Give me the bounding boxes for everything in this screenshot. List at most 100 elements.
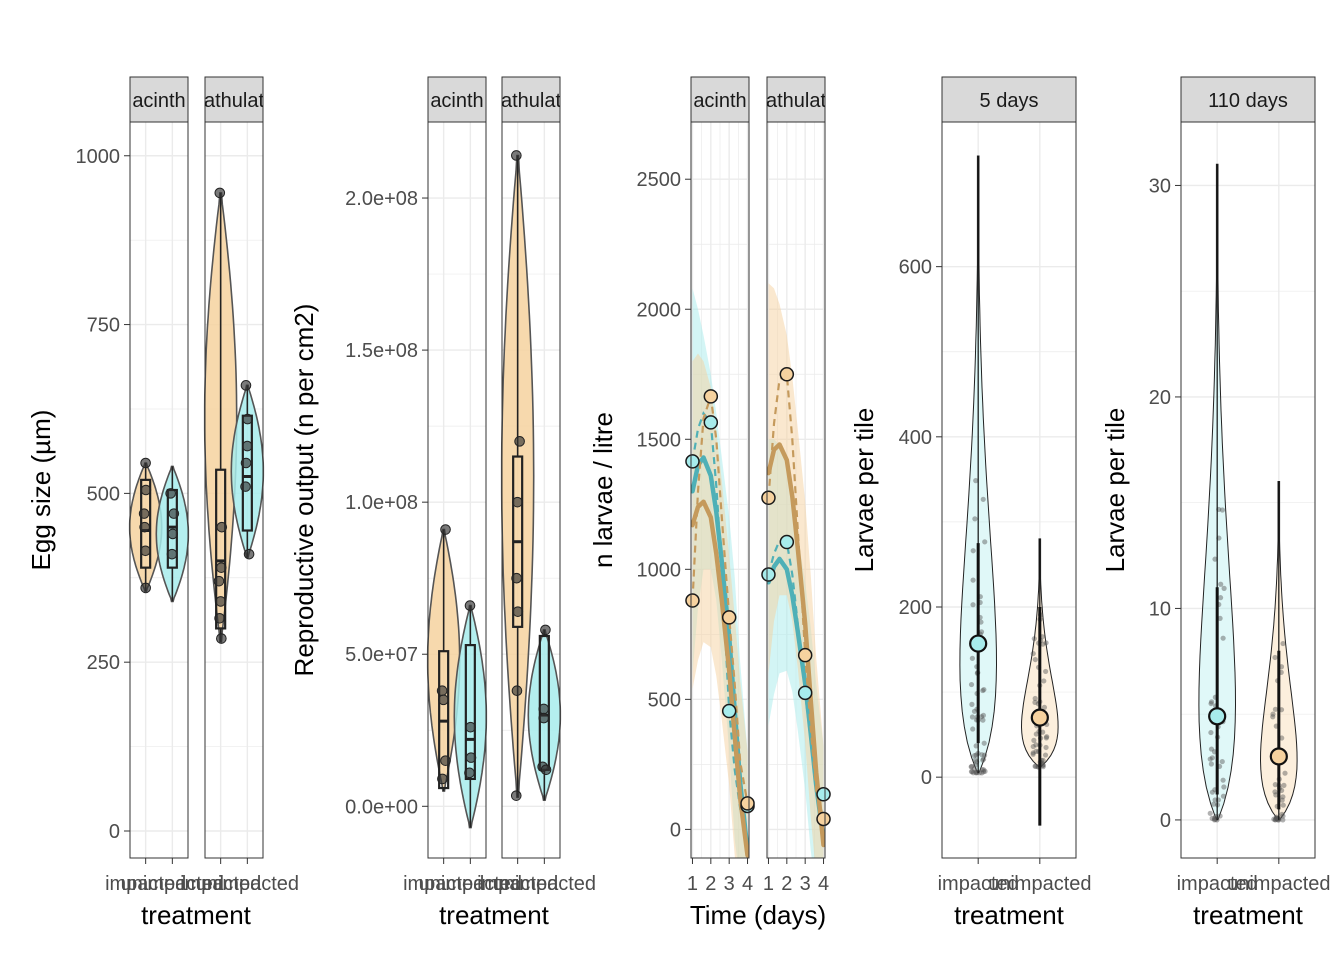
- tile110-jitter: [1208, 699, 1215, 705]
- larvae-ytick-label: 1500: [637, 429, 682, 451]
- repro-point: [465, 752, 477, 763]
- larvae-xtick-label: 1: [687, 873, 698, 895]
- larvae-point: [721, 703, 737, 719]
- larvae-f1-strip-label: athulat: [766, 90, 826, 112]
- tile5-jitter: [969, 714, 976, 720]
- larvae-point: [703, 389, 719, 404]
- larvae-f0-strip-label: acinth: [693, 90, 746, 112]
- tile110-jitter: [1221, 585, 1227, 591]
- larvae-point: [761, 567, 776, 582]
- tile110-jitter: [1208, 746, 1215, 752]
- tile5-jitter: [1030, 751, 1036, 757]
- tile110-jitter: [1280, 640, 1286, 647]
- tile110-jitter: [1210, 801, 1217, 807]
- egg-point: [213, 575, 225, 587]
- egg-f0-frame: [129, 121, 189, 859]
- tile5-jitter: [1033, 742, 1039, 748]
- tile5-jitter: [968, 764, 974, 770]
- tile5-jitter: [1030, 650, 1036, 657]
- tile5-jitter: [1040, 762, 1046, 768]
- larvae-point: [761, 490, 776, 506]
- tile110-frame: [1180, 121, 1316, 859]
- repro-f1-xtick-label: unimpacted: [493, 873, 596, 895]
- larvae-smooth-line: [691, 499, 749, 858]
- tile5-jitter: [981, 752, 988, 758]
- tile110-jitter: [1281, 782, 1287, 788]
- tile110-jitter: [1279, 811, 1285, 817]
- tile110-jitter: [1207, 756, 1213, 762]
- larvae-point: [740, 796, 755, 811]
- egg-point: [140, 582, 151, 594]
- tile5-jitter: [1031, 636, 1037, 642]
- egg-point: [140, 457, 151, 469]
- tile5-jitter: [980, 496, 986, 502]
- tile110-jitter: [1271, 816, 1277, 822]
- tile5-jitter: [969, 763, 975, 770]
- repro-f1-strip-label: athulat: [501, 90, 561, 112]
- tile5-jitter: [979, 766, 985, 773]
- egg-ytick-label: 0: [109, 821, 120, 843]
- larvae-ytick-label: 1000: [637, 559, 682, 581]
- tile5-jitter: [969, 701, 975, 707]
- tile110-jitter: [1211, 815, 1218, 821]
- tile5-jitter: [1043, 640, 1049, 646]
- egg-f1-strip: [204, 76, 264, 123]
- repro-xlabel: treatment: [439, 900, 550, 930]
- tile5-jitter: [1030, 750, 1036, 756]
- repro-ytick-label: 5.0e+07: [345, 644, 418, 666]
- tile5-jitter: [968, 769, 975, 775]
- tile110-ytick-label: 20: [1149, 387, 1171, 409]
- tile5-jitter: [980, 757, 986, 763]
- tile5-jitter: [1031, 737, 1037, 743]
- egg-f1-xtick-label: unimpacted: [196, 873, 299, 895]
- tile110-ytick-label: 30: [1149, 175, 1171, 197]
- tile110-jitter: [1280, 813, 1286, 819]
- egg-point: [243, 548, 255, 560]
- tile5-jitter: [1040, 729, 1046, 735]
- tile110-jitter: [1220, 793, 1227, 799]
- tile5-ytick-label: 200: [899, 597, 932, 619]
- egg-ytick-label: 750: [87, 315, 120, 337]
- repro-ylabel: Reproductive output (n per cm2): [289, 304, 319, 677]
- egg-point: [140, 484, 152, 496]
- tile110-jitter: [1279, 797, 1285, 803]
- tile110-jitter: [1272, 654, 1278, 661]
- tile110-jitter: [1272, 782, 1278, 788]
- larvae-point: [779, 367, 795, 382]
- repro-point: [464, 600, 476, 611]
- tile5-jitter: [980, 717, 986, 723]
- tile5-ytick-label: 0: [921, 767, 932, 789]
- tile110-jitter: [1217, 615, 1223, 621]
- repro-point: [511, 685, 523, 697]
- repro-point: [438, 694, 449, 706]
- tile110-jitter: [1212, 797, 1218, 803]
- repro-point: [511, 572, 522, 584]
- tile5-jitter: [969, 655, 975, 661]
- tile5-jitter: [978, 714, 985, 720]
- repro-point: [512, 496, 523, 508]
- tile5-jitter: [982, 539, 988, 545]
- tile110-jitter: [1275, 817, 1281, 823]
- tile110-jitter: [1212, 816, 1218, 823]
- tile5-jitter: [981, 740, 987, 746]
- tile5-jitter: [970, 602, 976, 608]
- tile5-jitter: [972, 757, 978, 763]
- tile5-jitter: [969, 768, 975, 775]
- larvae-xtick-label: 4: [818, 873, 829, 895]
- tile5-jitter: [1032, 699, 1038, 706]
- larvae-xtick-label: 3: [724, 873, 735, 895]
- larvae-xtick-label: 1: [763, 873, 774, 895]
- larvae-dashed-line: [767, 372, 825, 820]
- tile5-mean: [1030, 708, 1049, 727]
- tile5-jitter: [1032, 763, 1038, 769]
- tile5-jitter: [1043, 668, 1049, 675]
- repro-point: [514, 436, 525, 447]
- larvae-ylabel: n larvae / litre: [588, 412, 618, 568]
- tile110-jitter: [1279, 735, 1285, 741]
- tile110-jitter: [1208, 761, 1214, 767]
- larvae-f0-strip: [690, 76, 750, 123]
- tile5-jitter: [1040, 762, 1046, 768]
- tile110-jitter: [1218, 581, 1224, 587]
- tile110-ylabel: Larvae per tile: [1100, 408, 1130, 573]
- tile5-jitter: [980, 712, 986, 718]
